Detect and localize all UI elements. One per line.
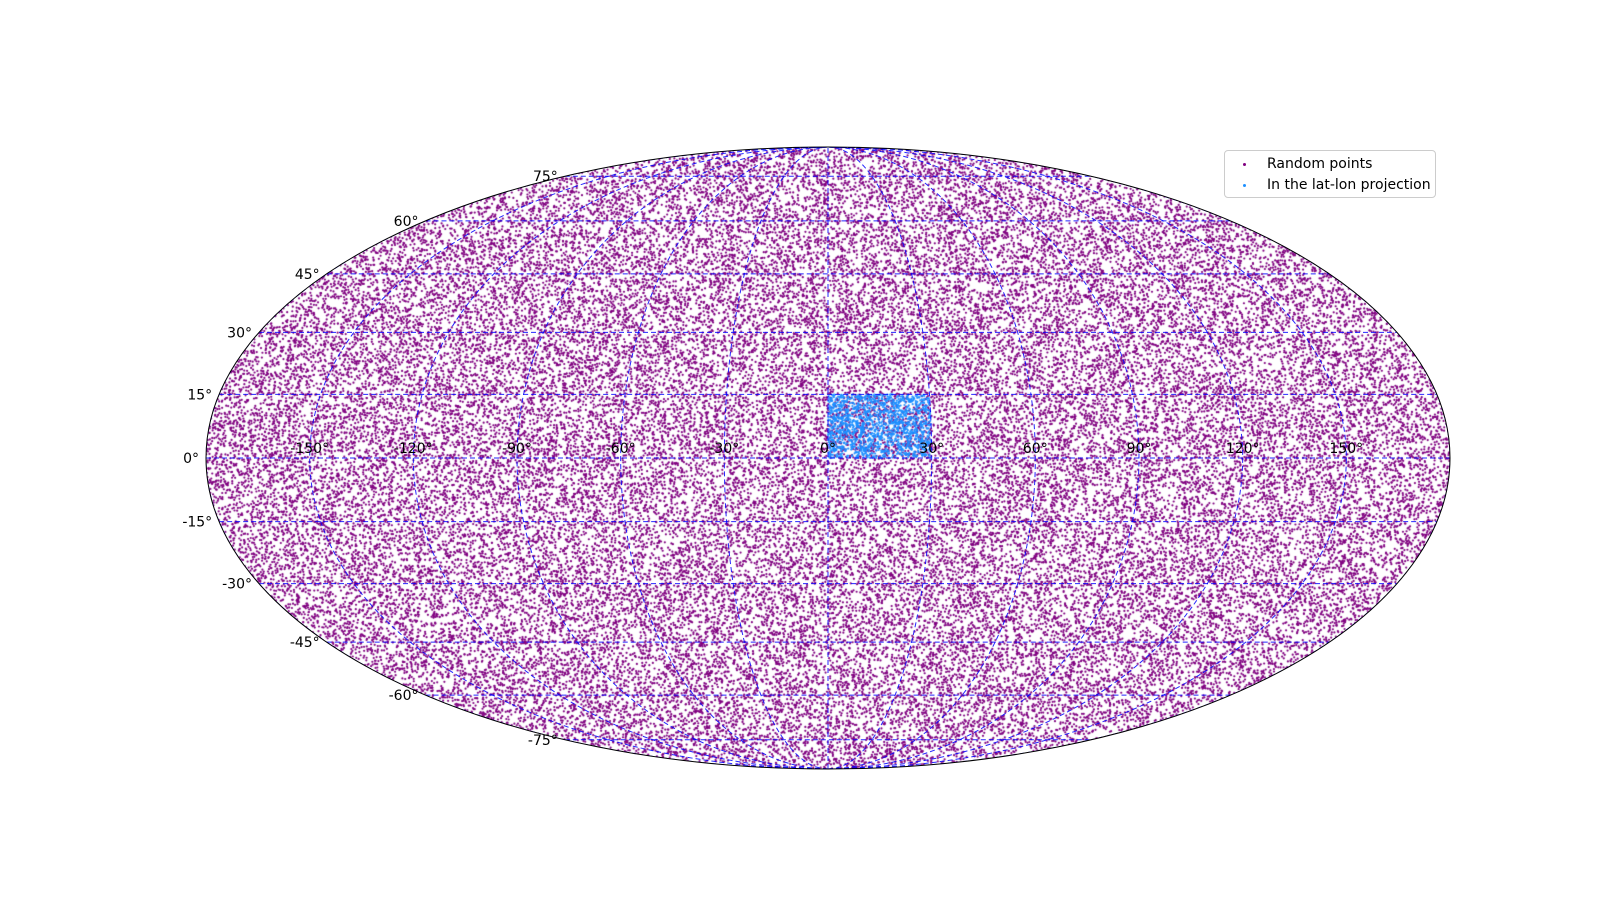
- y-tick-label: 15°: [187, 387, 212, 403]
- y-tick-label: -15°: [182, 515, 212, 531]
- legend-label-lat-lon-projection: In the lat-lon projection: [1267, 177, 1431, 193]
- meridian-gridline: [827, 147, 1036, 769]
- legend-entry-random-points: Random points: [1225, 154, 1372, 174]
- y-tick-label: 75°: [533, 169, 558, 185]
- x-tick-label: -150°: [290, 441, 329, 457]
- x-tick-label: 150°: [1329, 441, 1363, 457]
- meridian-gridline: [412, 147, 829, 769]
- meridian-gridline: [723, 147, 829, 769]
- x-tick-label: 0°: [820, 441, 836, 457]
- graticule: [206, 147, 1450, 769]
- y-tick-label: 45°: [295, 267, 320, 283]
- y-tick-label: -60°: [389, 688, 419, 704]
- x-tick-label: 120°: [1226, 441, 1260, 457]
- legend-entry-lat-lon-projection: In the lat-lon projection: [1225, 175, 1431, 195]
- y-tick-label: 60°: [394, 214, 419, 230]
- legend: Random points In the lat-lon projection: [1224, 150, 1436, 198]
- y-tick-label: 30°: [227, 325, 252, 341]
- legend-marker-random-points: [1243, 162, 1246, 166]
- x-tick-label: -30°: [709, 441, 739, 457]
- y-tick-label: -45°: [290, 635, 320, 651]
- y-tick-label: -30°: [222, 577, 252, 593]
- meridian-gridline: [620, 147, 829, 769]
- x-tick-labels: -150° -120° -90° -60° -30° 0° 30° 60° 90° 120° 150…: [290, 441, 1363, 457]
- meridian-gridline: [827, 147, 933, 769]
- y-tick-label: 0°: [183, 451, 199, 467]
- x-tick-label: 90°: [1127, 441, 1152, 457]
- plot-boundary: [205, 146, 1451, 770]
- legend-label-random-points: Random points: [1267, 156, 1373, 172]
- y-tick-label: -75°: [528, 733, 558, 749]
- x-tick-label: -90°: [502, 441, 532, 457]
- legend-marker-lat-lon-projection: [1243, 183, 1246, 187]
- y-tick-labels: -75° -60° -45° -30° -15° 0° 15° 30° 45° 60° 75°: [182, 169, 557, 749]
- x-tick-label: 60°: [1023, 441, 1048, 457]
- x-tick-label: 30°: [919, 441, 944, 457]
- x-tick-label: -60°: [606, 441, 636, 457]
- x-tick-label: -120°: [394, 441, 433, 457]
